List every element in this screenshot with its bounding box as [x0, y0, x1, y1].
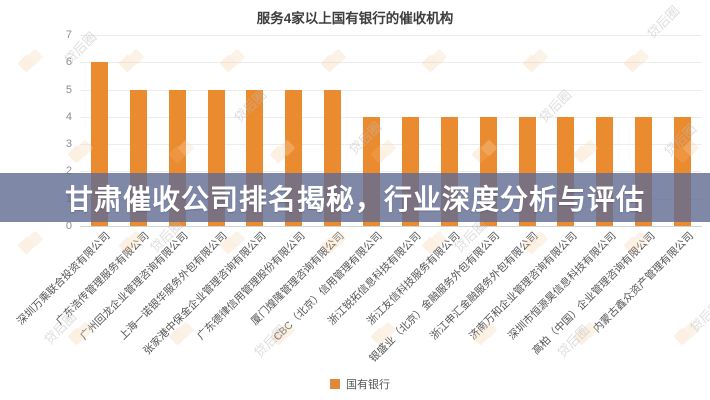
- legend: 国有银行: [330, 376, 390, 392]
- gridline: [80, 62, 702, 64]
- overlay-banner: 甘肃催收公司排名揭秘，行业深度分析与评估: [0, 173, 710, 222]
- chart-title: 服务4家以上国有银行的催收机构: [256, 11, 454, 26]
- y-axis-tick-label: 3: [65, 138, 72, 151]
- gridline: [80, 144, 702, 146]
- y-axis-tick-label: 4: [65, 110, 72, 123]
- y-axis-tick-label: 5: [65, 83, 72, 96]
- gridline: [80, 171, 702, 173]
- gridline: [80, 116, 702, 118]
- y-axis-tick-label: 6: [65, 56, 72, 69]
- gridline: [80, 35, 702, 36]
- y-axis-tick-label: 0: [65, 220, 72, 232]
- legend-swatch-icon: [330, 379, 340, 389]
- legend-label: 国有银行: [346, 379, 390, 391]
- y-axis-tick-label: 2: [65, 165, 72, 178]
- gridline: [80, 89, 702, 91]
- y-axis-tick-label: 7: [65, 29, 72, 41]
- banner-text: 甘肃催收公司排名揭秘，行业深度分析与评估: [64, 183, 645, 215]
- gridline: [80, 226, 702, 227]
